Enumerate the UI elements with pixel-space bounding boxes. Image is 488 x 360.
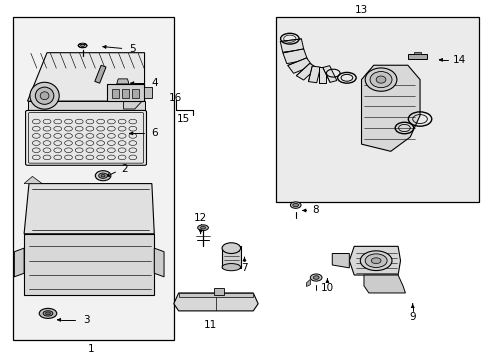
Text: 3: 3	[82, 315, 89, 325]
Bar	[13, 17, 173, 339]
Polygon shape	[407, 54, 427, 59]
Polygon shape	[331, 253, 348, 268]
Polygon shape	[318, 67, 326, 83]
Ellipse shape	[45, 312, 50, 315]
Ellipse shape	[78, 43, 87, 48]
Polygon shape	[27, 101, 144, 110]
Polygon shape	[296, 63, 316, 80]
Text: 14: 14	[451, 55, 465, 65]
Polygon shape	[117, 79, 129, 84]
Polygon shape	[24, 184, 154, 234]
Polygon shape	[361, 65, 419, 151]
Ellipse shape	[313, 276, 319, 279]
Ellipse shape	[99, 173, 107, 179]
Ellipse shape	[39, 309, 57, 319]
Ellipse shape	[95, 171, 111, 181]
Ellipse shape	[375, 76, 385, 83]
Text: 16: 16	[168, 93, 182, 103]
Bar	[122, 89, 129, 98]
Text: 7: 7	[241, 263, 247, 273]
Ellipse shape	[222, 243, 240, 253]
Ellipse shape	[360, 251, 391, 271]
Ellipse shape	[40, 92, 49, 100]
Ellipse shape	[81, 44, 84, 46]
Polygon shape	[348, 246, 400, 275]
Ellipse shape	[101, 175, 105, 177]
Ellipse shape	[43, 311, 53, 316]
Text: 1: 1	[87, 343, 94, 354]
Ellipse shape	[290, 202, 301, 208]
Text: 12: 12	[194, 213, 207, 222]
Ellipse shape	[365, 254, 386, 267]
Polygon shape	[27, 53, 144, 101]
Bar	[222, 246, 240, 268]
Text: 9: 9	[408, 312, 415, 322]
Polygon shape	[173, 293, 258, 311]
Bar	[132, 89, 139, 98]
Bar	[276, 17, 478, 202]
Polygon shape	[308, 66, 320, 83]
Polygon shape	[322, 66, 336, 82]
Polygon shape	[24, 234, 154, 295]
Polygon shape	[123, 94, 142, 109]
Polygon shape	[107, 84, 143, 101]
Text: 15: 15	[177, 114, 190, 124]
Polygon shape	[24, 176, 42, 184]
Text: 2: 2	[122, 164, 128, 174]
Polygon shape	[306, 279, 310, 287]
Text: 10: 10	[320, 283, 333, 293]
Polygon shape	[14, 248, 24, 277]
Ellipse shape	[292, 203, 298, 207]
Ellipse shape	[197, 225, 208, 230]
FancyBboxPatch shape	[25, 111, 146, 165]
Ellipse shape	[200, 226, 205, 229]
Text: 11: 11	[203, 320, 217, 330]
Text: 8: 8	[311, 206, 318, 216]
Bar	[143, 87, 152, 98]
Polygon shape	[280, 39, 303, 52]
Polygon shape	[95, 65, 106, 83]
Ellipse shape	[30, 82, 59, 109]
Ellipse shape	[222, 264, 240, 271]
Ellipse shape	[365, 68, 396, 91]
Polygon shape	[363, 275, 405, 293]
Text: 4: 4	[151, 78, 157, 88]
Polygon shape	[287, 58, 312, 73]
Ellipse shape	[369, 72, 391, 87]
Text: 5: 5	[129, 44, 135, 54]
Polygon shape	[154, 248, 163, 277]
Text: 6: 6	[151, 129, 157, 138]
Polygon shape	[178, 293, 253, 297]
Ellipse shape	[35, 87, 54, 104]
Bar	[112, 89, 119, 98]
Polygon shape	[413, 51, 420, 54]
Bar	[214, 288, 224, 295]
Polygon shape	[283, 49, 307, 64]
Text: 13: 13	[354, 5, 367, 15]
Ellipse shape	[310, 274, 322, 281]
Ellipse shape	[370, 258, 380, 264]
